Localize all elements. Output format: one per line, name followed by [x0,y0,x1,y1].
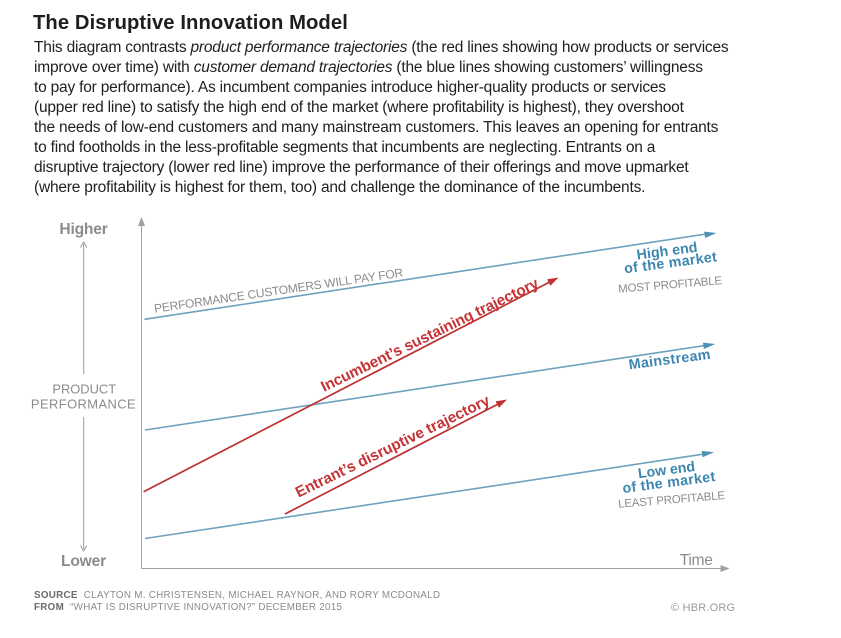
svg-text:Time: Time [680,552,713,569]
svg-text:Incumbent’s sustaining traject: Incumbent’s sustaining trajectory [318,275,542,396]
svg-text:Low end: Low end [637,459,696,482]
svg-text:High end: High end [636,240,699,264]
svg-text:Entrant’s disruptive trajector: Entrant’s disruptive trajectory [293,392,493,501]
svg-text:PERFORMANCE CUSTOMERS WILL PAY: PERFORMANCE CUSTOMERS WILL PAY FOR [153,265,404,315]
svg-text:PRODUCT: PRODUCT [52,382,116,397]
svg-text:PERFORMANCE: PERFORMANCE [31,397,136,412]
svg-text:Lower: Lower [61,553,106,570]
svg-text:MOST PROFITABLE: MOST PROFITABLE [618,275,723,296]
svg-text:Higher: Higher [59,221,107,238]
